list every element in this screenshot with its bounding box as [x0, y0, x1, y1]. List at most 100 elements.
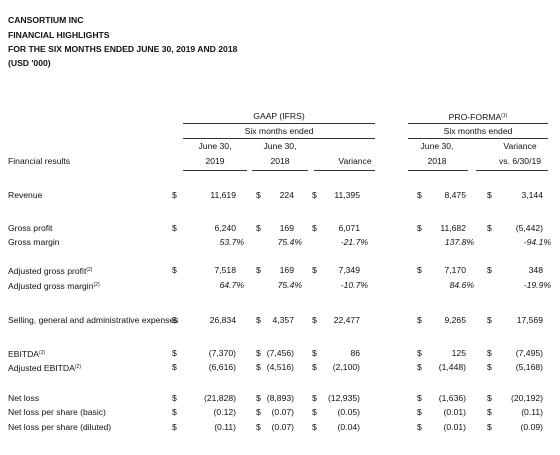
currency-sign: $ [417, 362, 422, 372]
cell-value: 137.8% [444, 237, 474, 247]
currency-sign: $ [487, 190, 492, 200]
cell-value: -94.1% [523, 237, 551, 247]
currency-sign: $ [487, 362, 492, 372]
group-title: PRO-FORMA(1) [449, 110, 508, 123]
row-label-text: Adjusted gross margin [8, 281, 94, 291]
cell-value: 4,357 [272, 315, 294, 325]
cell-value: -21.7% [340, 237, 368, 247]
currency-sign: $ [487, 393, 492, 403]
cell-value: (0.11) [521, 407, 543, 417]
cell-value: 17,569 [516, 315, 543, 325]
cell-value: 3,144 [521, 190, 543, 200]
currency-sign: $ [172, 315, 177, 325]
currency-sign: $ [256, 407, 261, 417]
footnote-ref: (2) [74, 364, 81, 370]
currency-sign: $ [256, 362, 261, 372]
cell-value: 125 [451, 348, 466, 358]
row-label: Net loss [8, 392, 39, 404]
rule [408, 170, 468, 171]
footnote-ref: (1) [501, 113, 508, 119]
currency-sign: $ [417, 422, 422, 432]
currency-sign: $ [312, 407, 317, 417]
rule [252, 170, 308, 171]
cell-value: (8,893) [266, 393, 294, 403]
row-header: Financial results [8, 156, 71, 166]
currency-sign: $ [417, 265, 422, 275]
currency-sign: $ [256, 315, 261, 325]
currency-sign: $ [256, 393, 261, 403]
row-label: Net loss per share (diluted) [8, 421, 111, 433]
currency-sign: $ [417, 393, 422, 403]
cell-value: (5,168) [515, 362, 543, 372]
cell-value: 169 [279, 265, 294, 275]
cell-value: 8,475 [444, 190, 466, 200]
column-header: 2018 [270, 156, 290, 166]
cell-value: (5,442) [515, 223, 543, 233]
rule [476, 170, 548, 171]
cell-value: (0.12) [213, 407, 236, 417]
cell-value: 6,240 [214, 223, 236, 233]
row-label: Net loss per share (basic) [8, 406, 106, 418]
cell-value: 75.4% [277, 280, 302, 290]
row-label-text: Gross margin [8, 237, 60, 247]
currency-sign: $ [417, 407, 422, 417]
cell-value: 169 [279, 223, 294, 233]
column-header: June 30, [263, 141, 297, 151]
cell-value: 7,518 [214, 265, 236, 275]
rule [183, 170, 247, 171]
row-label-text: Selling, general and administrative expe… [8, 315, 179, 325]
currency-sign: $ [487, 407, 492, 417]
cell-value: (6,616) [208, 362, 236, 372]
row-label: Adjusted EBITDA(2) [8, 361, 81, 374]
row-label-text: Gross profit [8, 223, 53, 233]
row-label-text: EBITDA [8, 349, 40, 359]
rule [183, 138, 375, 139]
cell-value: -10.7% [340, 280, 368, 290]
footnote-ref: (2) [86, 267, 93, 273]
cell-value: 86 [350, 348, 360, 358]
column-header: June 30, [198, 141, 232, 151]
cell-value: (1,636) [438, 393, 466, 403]
currency-sign: $ [172, 362, 177, 372]
cell-value: (7,370) [208, 348, 236, 358]
cell-value: 11,395 [334, 190, 360, 200]
cell-value: (21,828) [203, 393, 236, 403]
currency-sign: $ [487, 315, 492, 325]
row-label-text: Net loss per share (diluted) [8, 422, 112, 432]
cell-value: (0.01) [443, 422, 466, 432]
row-label: Adjusted gross margin(2) [8, 279, 100, 292]
row-label-text: Net loss [8, 393, 40, 403]
column-header: 2018 [427, 156, 447, 166]
rule [183, 123, 375, 124]
column-header: vs. 6/30/19 [498, 156, 542, 166]
currency-sign: $ [487, 265, 492, 275]
header-line: FOR THE SIX MONTHS ENDED JUNE 30, 2019 A… [8, 44, 238, 54]
currency-sign: $ [312, 315, 317, 325]
group-title-text: PRO-FORMA [448, 112, 502, 122]
cell-value: (4,516) [266, 362, 294, 372]
cell-value: 6,071 [338, 223, 360, 233]
rule [408, 123, 548, 124]
header-line: FINANCIAL HIGHLIGHTS [8, 30, 110, 40]
currency-sign: $ [417, 190, 422, 200]
cell-value: 75.4% [277, 237, 302, 247]
cell-value: (0.07) [271, 407, 294, 417]
cell-value: 11,619 [210, 190, 236, 200]
cell-value: (12,935) [327, 393, 360, 403]
cell-value: 348 [528, 265, 543, 275]
currency-sign: $ [256, 265, 261, 275]
group-title: GAAP (IFRS) [253, 110, 304, 122]
group-subtitle: Six months ended [443, 126, 513, 136]
currency-sign: $ [487, 422, 492, 432]
cell-value: 224 [279, 190, 294, 200]
cell-value: (0.05) [337, 407, 360, 417]
row-label-text: Net loss per share (basic) [8, 407, 106, 417]
currency-sign: $ [312, 393, 317, 403]
currency-sign: $ [487, 348, 492, 358]
currency-sign: $ [172, 422, 177, 432]
cell-value: (7,456) [266, 348, 294, 358]
currency-sign: $ [417, 315, 422, 325]
currency-sign: $ [256, 348, 261, 358]
cell-value: (20,192) [510, 393, 543, 403]
cell-value: (0.11) [214, 422, 236, 432]
